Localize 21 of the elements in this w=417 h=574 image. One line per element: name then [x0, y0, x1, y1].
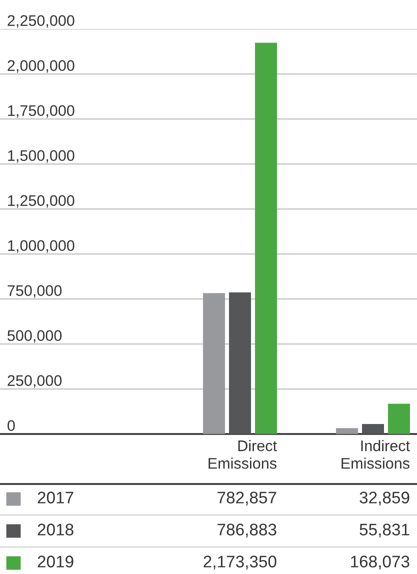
y-tick-label: 0: [8, 420, 15, 431]
data-label: 782,857: [218, 492, 276, 506]
y-tick-label: 750,000: [8, 285, 62, 298]
legend-label: 2018: [38, 524, 74, 536]
legend-label: 2019: [38, 556, 74, 568]
data-label: 32,859: [360, 492, 410, 506]
y-tick-label: 2,250,000: [8, 15, 74, 28]
data-label: 168,073: [351, 556, 410, 570]
data-label: 786,883: [218, 524, 276, 538]
data-label: 2,173,350: [204, 556, 276, 570]
y-tick-label: 1,750,000: [8, 105, 74, 118]
y-tick-label: 250,000: [8, 375, 62, 388]
y-tick-label: 1,000,000: [8, 240, 74, 253]
legend-label: 2017: [38, 492, 74, 504]
x-tick-label: Direct Emissions: [208, 440, 277, 469]
y-tick-label: 500,000: [8, 330, 62, 343]
data-label: 55,831: [360, 524, 410, 538]
x-tick-label: Indirect Emissions: [342, 440, 410, 469]
y-tick-label: 1,500,000: [8, 150, 74, 163]
y-tick-label: 1,250,000: [8, 195, 74, 208]
y-tick-label: 2,000,000: [8, 60, 74, 73]
